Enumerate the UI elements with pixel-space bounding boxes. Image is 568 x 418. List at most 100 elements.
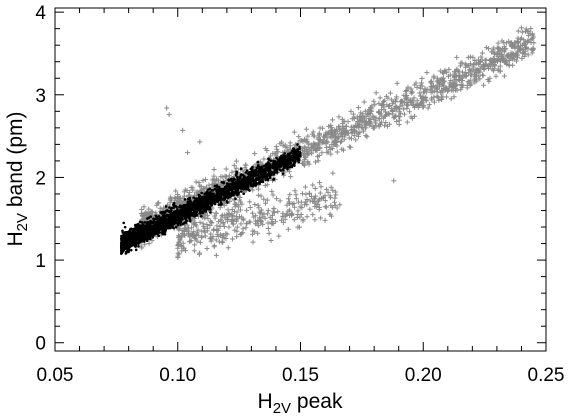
data-point-dot bbox=[163, 232, 167, 236]
data-point-plus bbox=[280, 214, 286, 220]
data-point-plus bbox=[370, 113, 376, 119]
data-point-plus bbox=[450, 80, 456, 86]
data-point-dot bbox=[134, 245, 137, 248]
data-point-plus bbox=[338, 139, 344, 145]
data-point-dot bbox=[292, 156, 296, 159]
data-point-dot bbox=[167, 219, 171, 222]
data-point-dot bbox=[173, 219, 177, 222]
data-point-dot bbox=[168, 210, 171, 214]
data-point-plus bbox=[269, 216, 275, 222]
data-point-plus bbox=[503, 60, 509, 66]
data-point-plus bbox=[261, 156, 267, 162]
data-point-dot bbox=[127, 248, 131, 252]
data-point-plus bbox=[328, 151, 334, 157]
data-point-plus bbox=[185, 150, 191, 156]
data-point-plus bbox=[334, 205, 340, 211]
data-point-plus bbox=[448, 78, 454, 84]
data-point-plus bbox=[466, 70, 472, 76]
data-point-plus bbox=[468, 68, 474, 74]
data-point-plus bbox=[415, 104, 421, 110]
data-point-dot bbox=[160, 231, 164, 234]
data-point-plus bbox=[329, 132, 335, 138]
data-point-dot bbox=[211, 192, 214, 196]
data-point-plus bbox=[386, 103, 392, 109]
data-point-dot bbox=[268, 168, 272, 171]
data-point-plus bbox=[238, 199, 244, 205]
data-point-dot bbox=[155, 217, 159, 221]
data-point-plus bbox=[234, 209, 240, 215]
data-point-plus bbox=[286, 169, 292, 175]
data-point-plus bbox=[441, 79, 447, 85]
data-point-plus bbox=[302, 184, 308, 190]
data-point-plus bbox=[301, 136, 307, 142]
data-point-dot bbox=[139, 236, 143, 239]
data-point-plus bbox=[425, 105, 431, 111]
data-point-dot bbox=[262, 173, 265, 177]
data-point-plus bbox=[303, 126, 309, 132]
data-point-dot bbox=[178, 209, 182, 212]
data-point-plus bbox=[434, 93, 440, 99]
data-point-plus bbox=[424, 70, 430, 76]
data-point-plus bbox=[191, 229, 197, 235]
data-point-plus bbox=[451, 69, 457, 75]
data-point-plus bbox=[391, 115, 397, 121]
data-point-plus bbox=[302, 155, 308, 161]
data-point-plus bbox=[302, 202, 308, 208]
data-point-dot bbox=[163, 214, 166, 217]
data-point-plus bbox=[317, 190, 323, 196]
data-point-plus bbox=[234, 228, 240, 234]
data-point-dot bbox=[272, 178, 275, 181]
data-point-plus bbox=[295, 208, 301, 214]
data-point-plus bbox=[139, 245, 145, 251]
data-point-plus bbox=[494, 50, 500, 56]
data-point-plus bbox=[204, 222, 210, 228]
data-point-plus bbox=[269, 221, 275, 227]
data-point-dot bbox=[284, 155, 288, 159]
data-point-plus bbox=[285, 226, 291, 232]
data-point-plus bbox=[312, 186, 318, 192]
data-point-plus bbox=[244, 220, 250, 226]
data-point-plus bbox=[325, 149, 331, 155]
data-point-dot bbox=[150, 225, 153, 228]
data-point-plus bbox=[419, 75, 425, 81]
data-point-plus bbox=[478, 54, 484, 60]
y-tick-label: 2 bbox=[35, 168, 46, 189]
data-point-plus bbox=[204, 184, 210, 190]
data-point-plus bbox=[193, 236, 199, 242]
data-point-plus bbox=[298, 211, 304, 217]
data-point-dot bbox=[245, 187, 248, 191]
data-point-plus bbox=[500, 54, 506, 60]
data-point-plus bbox=[178, 234, 184, 240]
data-point-dot bbox=[290, 149, 294, 153]
data-point-plus bbox=[276, 233, 282, 239]
data-point-dot bbox=[233, 191, 237, 194]
data-point-dot bbox=[120, 234, 123, 238]
x-axis-title: H2V peak bbox=[258, 390, 343, 417]
data-point-dot bbox=[252, 172, 255, 176]
x-tick-label: 0.15 bbox=[282, 365, 319, 386]
data-point-dot bbox=[181, 222, 185, 226]
data-point-dot bbox=[266, 177, 270, 181]
data-point-plus bbox=[146, 240, 152, 246]
data-point-dot bbox=[161, 215, 165, 219]
data-point-plus bbox=[426, 102, 432, 108]
data-point-plus bbox=[337, 202, 343, 208]
data-point-dot bbox=[254, 184, 257, 187]
data-point-plus bbox=[196, 251, 202, 257]
data-point-plus bbox=[382, 113, 388, 119]
data-point-plus bbox=[250, 187, 256, 193]
data-point-dot bbox=[293, 161, 296, 165]
data-point-plus bbox=[226, 224, 232, 230]
data-point-dot bbox=[215, 184, 219, 187]
y-tick-label: 0 bbox=[35, 334, 46, 355]
data-point-plus bbox=[428, 89, 434, 95]
data-point-plus bbox=[441, 78, 447, 84]
data-point-dot bbox=[294, 159, 297, 163]
data-point-dot bbox=[163, 221, 166, 224]
data-point-plus bbox=[330, 187, 336, 193]
data-point-dot bbox=[152, 229, 155, 232]
data-point-plus bbox=[185, 230, 191, 236]
data-point-plus bbox=[367, 121, 373, 127]
data-point-plus bbox=[386, 111, 392, 117]
data-point-plus bbox=[197, 239, 203, 245]
